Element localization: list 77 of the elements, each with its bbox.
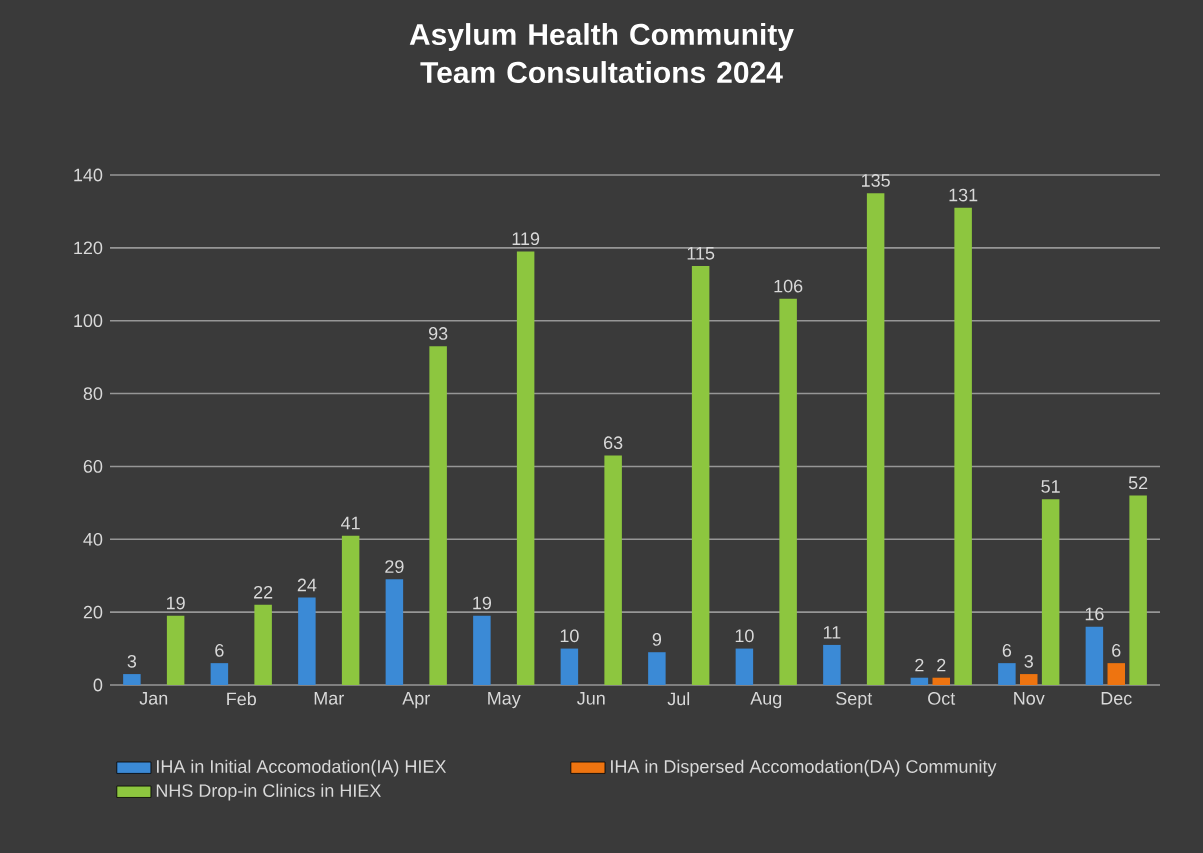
x-tick-label: May bbox=[488, 692, 521, 709]
y-tick-label: 120 bbox=[74, 241, 103, 255]
data-label: 19 bbox=[473, 596, 492, 610]
y-tick-label: 20 bbox=[83, 605, 103, 619]
bar bbox=[473, 615, 491, 685]
data-label: 51 bbox=[1041, 480, 1060, 493]
x-tick-label: Nov bbox=[1014, 692, 1045, 705]
x-tick-label: Aug bbox=[750, 692, 782, 709]
x-tick-label: Sept bbox=[836, 692, 873, 709]
data-label: 9 bbox=[652, 633, 662, 646]
x-tick-label: Apr bbox=[402, 692, 430, 709]
data-label: 10 bbox=[735, 629, 754, 643]
y-tick-label: 100 bbox=[74, 314, 103, 328]
legend-label: NHS Drop-in Clinics in HIEX bbox=[156, 783, 381, 801]
bar bbox=[254, 604, 272, 685]
bar bbox=[1041, 499, 1060, 685]
x-tick-label: Jun bbox=[577, 692, 605, 705]
data-label: 22 bbox=[254, 585, 273, 599]
data-label: 2 bbox=[937, 658, 946, 672]
x-tick-label: Feb bbox=[227, 692, 257, 706]
data-label: 3 bbox=[127, 654, 137, 668]
bar bbox=[954, 207, 972, 685]
bar bbox=[1129, 495, 1147, 685]
data-label: 131 bbox=[949, 188, 978, 202]
bar bbox=[735, 648, 754, 685]
bar bbox=[166, 615, 185, 685]
data-label: 6 bbox=[1112, 643, 1121, 657]
bar bbox=[1085, 626, 1104, 685]
x-tick-label: Oct bbox=[928, 692, 956, 705]
y-tick-label: 60 bbox=[83, 460, 103, 473]
x-tick-label: Jul bbox=[667, 692, 690, 706]
bar bbox=[998, 663, 1016, 685]
y-tick-label: 140 bbox=[74, 168, 103, 182]
x-tick-label: Dec bbox=[1101, 692, 1132, 705]
bar bbox=[910, 677, 929, 685]
bar bbox=[298, 597, 316, 685]
data-label: 135 bbox=[862, 174, 890, 187]
bar bbox=[385, 579, 404, 685]
bar bbox=[823, 644, 841, 685]
chart-title: Asylum Health Community Team Consultations 2024 bbox=[409, 23, 794, 84]
bar bbox=[779, 298, 797, 685]
bar bbox=[210, 663, 229, 685]
data-label: 24 bbox=[297, 578, 317, 592]
bar bbox=[560, 648, 579, 685]
data-label: 11 bbox=[823, 626, 841, 639]
data-label: 10 bbox=[560, 629, 579, 643]
bar bbox=[341, 535, 360, 685]
bar bbox=[932, 677, 951, 685]
x-tick-label: Mar bbox=[314, 692, 344, 705]
data-label: 6 bbox=[1002, 643, 1012, 657]
data-label: 29 bbox=[385, 560, 404, 573]
data-label: 41 bbox=[341, 516, 360, 530]
data-label: 3 bbox=[1024, 654, 1033, 668]
y-tick-label: 0 bbox=[93, 678, 103, 692]
legend-label: IHA in Initial Accomodation(IA) HIEX bbox=[157, 759, 447, 777]
bar bbox=[1020, 674, 1038, 685]
bar bbox=[429, 346, 447, 685]
data-label: 115 bbox=[687, 247, 715, 260]
data-label: 119 bbox=[512, 232, 540, 246]
data-label: 19 bbox=[167, 596, 185, 610]
bar bbox=[123, 674, 141, 685]
y-tick-label: 80 bbox=[83, 387, 103, 400]
bar bbox=[866, 193, 885, 685]
data-label: 63 bbox=[604, 436, 623, 450]
data-label: 52 bbox=[1128, 476, 1148, 490]
bar bbox=[648, 652, 666, 685]
legend-label: IHA in Dispersed Accomodation(DA) Community bbox=[611, 759, 997, 777]
y-tick-label: 40 bbox=[83, 532, 103, 546]
data-label: 2 bbox=[915, 658, 924, 672]
data-label: 6 bbox=[215, 643, 224, 657]
data-label: 106 bbox=[774, 279, 803, 293]
bar bbox=[604, 455, 622, 685]
x-tick-label: Jan bbox=[139, 692, 168, 705]
data-label: 93 bbox=[428, 327, 448, 340]
bar bbox=[516, 251, 535, 685]
bar bbox=[691, 266, 710, 685]
bar bbox=[1107, 663, 1126, 685]
